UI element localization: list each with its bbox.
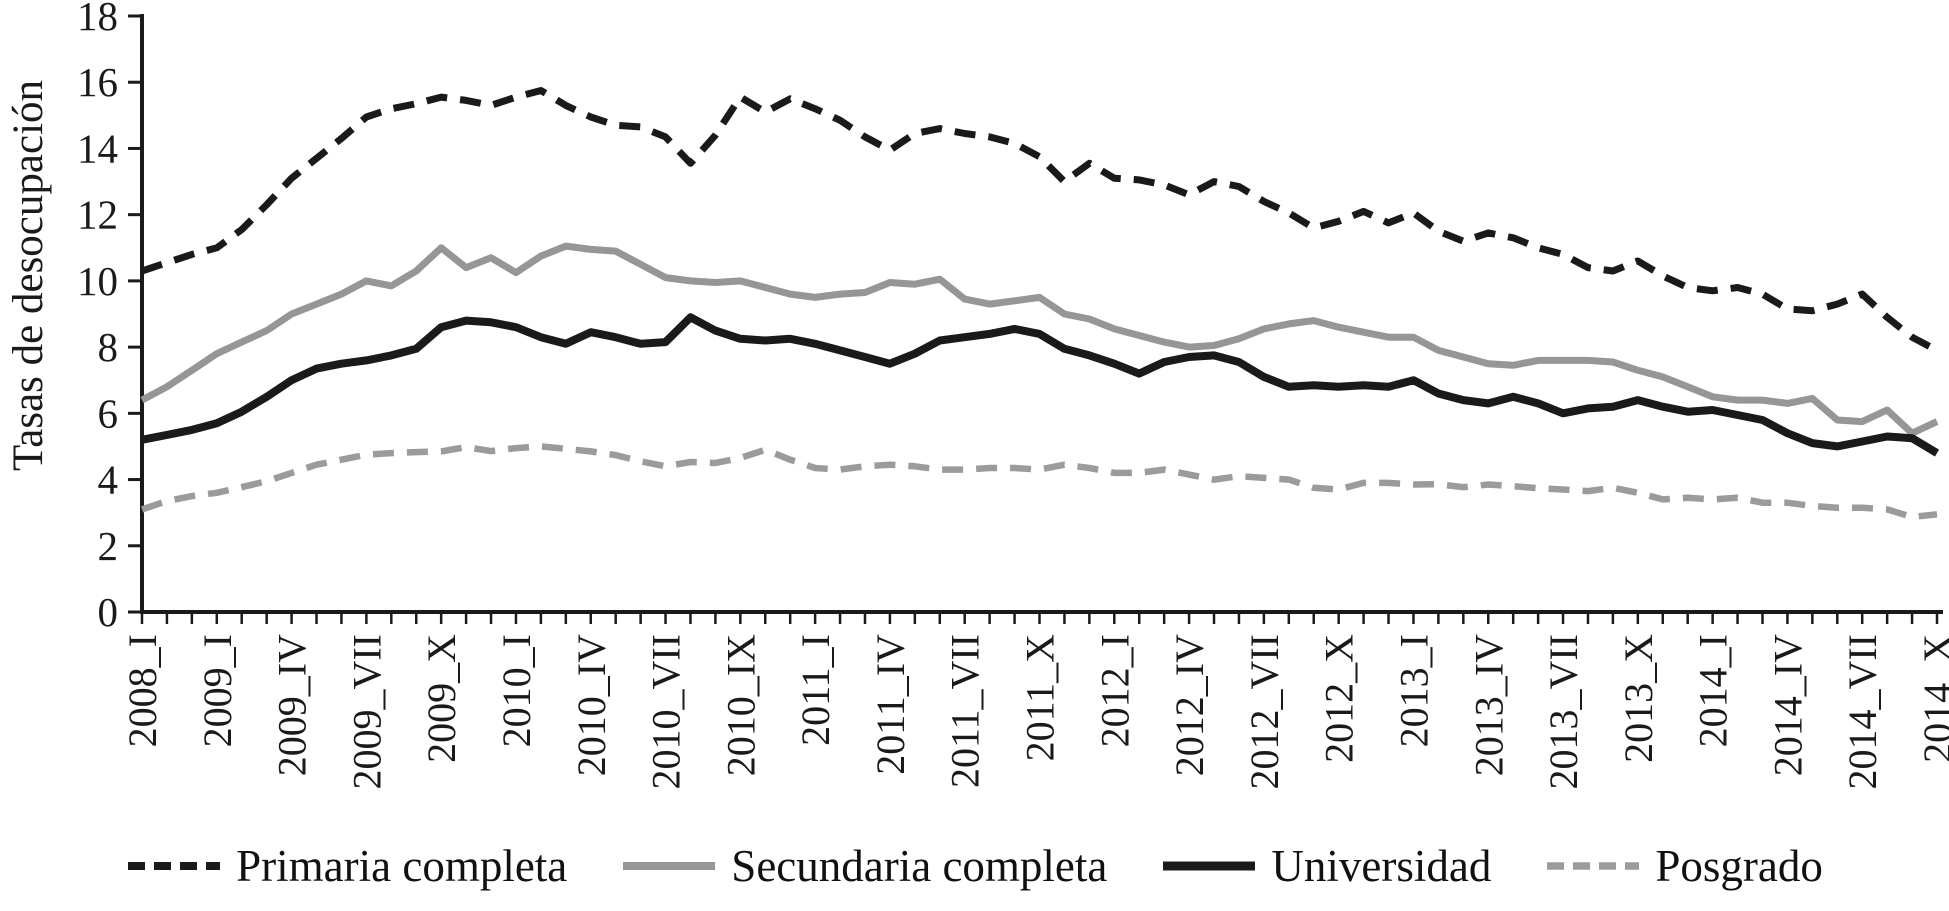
y-tick-label: 14	[77, 125, 118, 171]
x-tick-label: 2012_I	[1092, 634, 1137, 747]
unemployment-line-chart: 0 2 4 6 8 10 12 14 16 18 2008_I 2009_I 2009_IV 2009_…	[77, 0, 1949, 790]
y-tick-label: 8	[98, 324, 119, 370]
x-tick-label: 2013_VII	[1541, 634, 1586, 790]
x-tick-label: 2014_IV	[1765, 634, 1810, 776]
legend-label: Posgrado	[1655, 841, 1823, 891]
universidad-line-swatch	[1163, 861, 1256, 871]
y-tick-label: 0	[98, 589, 119, 635]
x-tick-label: 2011_I	[793, 634, 838, 746]
series-line-secundaria-completa	[140, 242, 1939, 437]
y-tick-label: 12	[77, 192, 118, 238]
x-tick-label: 2012_IV	[1167, 634, 1212, 776]
x-tick-label: 2013_X	[1616, 634, 1661, 763]
legend: Primaria completa Secundaria completa Univ…	[0, 826, 1949, 906]
x-tick-label: 2009_IV	[270, 634, 315, 776]
legend-item-posgrado: Posgrado	[1545, 840, 1823, 892]
x-tick-label: 2014_X	[1915, 634, 1949, 763]
secundaria-completa-line-swatch	[623, 862, 716, 870]
x-tick-label: 2008_I	[120, 634, 165, 747]
legend-label: Primaria completa	[236, 841, 568, 891]
plot-lines	[140, 87, 1940, 521]
x-tick-label: 2009_I	[195, 634, 240, 747]
legend-label: Secundaria completa	[731, 841, 1108, 891]
x-tick-label: 2014_I	[1691, 634, 1736, 747]
legend-item-universidad: Universidad	[1161, 840, 1491, 892]
y-tick-label: 6	[98, 390, 119, 436]
y-axis: 0 2 4 6 8 10 12 14 16 18	[77, 0, 144, 635]
x-tick-label: 2014_VII	[1840, 634, 1885, 790]
x-tick-label: 2011_VII	[943, 634, 988, 788]
y-tick-label: 2	[98, 523, 119, 569]
x-axis: 2008_I 2009_I 2009_IV 2009_VII 2009_X 2010_I 2…	[120, 610, 1949, 790]
x-tick-label: 2010_VII	[644, 634, 689, 790]
primaria-completa-line-swatch	[128, 862, 221, 870]
x-tick-label: 2010_I	[494, 634, 539, 747]
y-tick-label: 16	[77, 59, 118, 105]
x-tick-label: 2009_VII	[344, 634, 389, 790]
y-tick-label: 10	[77, 258, 118, 304]
series-line-posgrado	[140, 443, 1938, 521]
x-tick-label: 2012_X	[1317, 634, 1362, 763]
x-tick-label: 2010_IV	[569, 634, 614, 776]
y-tick-label: 18	[77, 0, 118, 39]
x-tick-label: 2013_IV	[1466, 634, 1511, 776]
legend-item-primaria-completa: Primaria completa	[126, 840, 567, 892]
y-tick-label: 4	[98, 457, 119, 503]
x-tick-label: 2011_X	[1018, 634, 1063, 762]
legend-label: Universidad	[1271, 841, 1492, 891]
x-tick-label: 2011_IV	[868, 634, 913, 775]
posgrado-line-swatch	[1547, 862, 1640, 870]
series-line-primaria-completa	[140, 87, 1939, 354]
series-line-universidad	[141, 313, 1940, 457]
x-tick-label: 2009_X	[419, 634, 464, 763]
x-tick-label: 2012_VII	[1242, 634, 1287, 790]
x-tick-label: 2013_I	[1391, 634, 1436, 747]
x-tick-label: 2010_IX	[718, 634, 763, 776]
legend-item-secundaria-completa: Secundaria completa	[621, 840, 1107, 892]
